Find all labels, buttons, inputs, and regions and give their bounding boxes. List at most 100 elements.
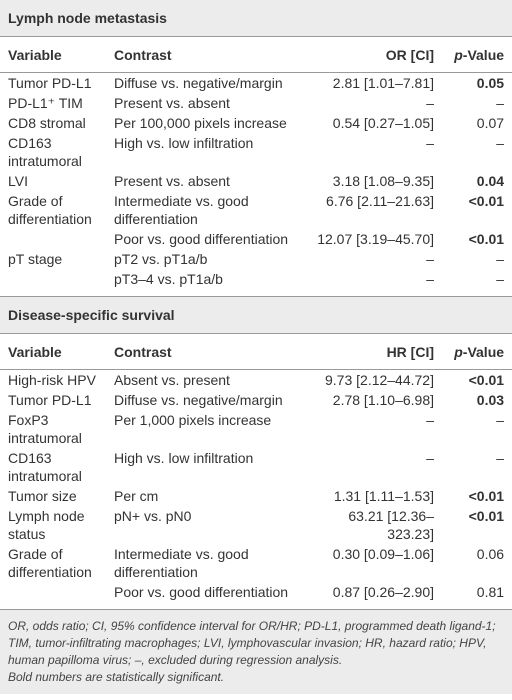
- section-title-row: Lymph node metastasis: [0, 0, 512, 37]
- column-header: p-Value: [440, 333, 512, 370]
- table-cell: 0.54 [0.27–1.05]: [332, 115, 434, 131]
- table-cell: FoxP3 intratumoral: [8, 412, 82, 446]
- column-header-text: Contrast: [114, 344, 172, 360]
- column-header-text: Variable: [8, 344, 62, 360]
- table-cell: 0.30 [0.09–1.06]: [332, 546, 434, 562]
- table-cell: 6.76 [2.11–21.63]: [326, 193, 434, 209]
- table-cell: Per 100,000 pixels increase: [114, 115, 287, 131]
- table-cell: Intermediate vs. good differentiation: [114, 193, 249, 227]
- table-cell: –: [426, 450, 434, 466]
- table-cell: <0.01: [468, 488, 505, 504]
- table-cell: LVI: [8, 173, 28, 189]
- table-cell: High vs. low infiltration: [114, 135, 254, 151]
- table-cell: –: [496, 251, 505, 267]
- section-title: Lymph node metastasis: [0, 0, 512, 37]
- table-cell: Diffuse vs. negative/margin: [114, 75, 283, 91]
- table-cell: –: [426, 95, 434, 111]
- table-cell: Diffuse vs. negative/margin: [114, 392, 283, 408]
- footnote-line: OR, odds ratio; CI, 95% confidence inter…: [8, 619, 496, 667]
- column-header-text: p-Value: [454, 47, 505, 63]
- column-header-text: p-Value: [454, 344, 505, 360]
- table-cell: CD163 intratumoral: [8, 135, 82, 169]
- table-row: Tumor PD-L1 Diffuse vs. negative/margin 2.…: [0, 390, 512, 410]
- table-row: CD8 stromal Per 100,000 pixels increase 0.…: [0, 113, 512, 133]
- table-cell: <0.01: [468, 372, 505, 388]
- column-header-text: HR [CI]: [386, 344, 434, 360]
- table-row: Poor vs. good differentiation 12.07 [3.19…: [0, 229, 512, 249]
- results-table: Lymph node metastasis Variable Contrast OR …: [0, 0, 512, 610]
- table-row: Grade of differentiation Intermediate vs.…: [0, 544, 512, 582]
- table-cell: 3.18 [1.08–9.35]: [332, 173, 434, 189]
- column-header: Contrast: [108, 36, 304, 73]
- table-cell: 2.78 [1.10–6.98]: [332, 392, 434, 408]
- table-row: High-risk HPV Absent vs. present 9.73 [2.1…: [0, 370, 512, 391]
- table-cell: –: [426, 135, 434, 151]
- table-cell: Present vs. absent: [114, 95, 230, 111]
- column-header-text: Variable: [8, 47, 62, 63]
- table-cell: High-risk HPV: [8, 372, 96, 388]
- table-cell: –: [496, 450, 505, 466]
- table-cell: 0.03: [476, 392, 505, 408]
- table-cell: 0.81: [440, 582, 512, 610]
- column-header: HR [CI]: [304, 333, 440, 370]
- table-cell: Grade of differentiation: [8, 193, 92, 227]
- table-cell: Tumor PD-L1: [8, 75, 92, 91]
- table-cell: 0.06: [476, 546, 505, 562]
- section-title: Disease-specific survival: [0, 296, 512, 334]
- column-header: OR [CI]: [304, 36, 440, 73]
- table-row: PD-L1⁺ TIM Present vs. absent – –: [0, 93, 512, 113]
- table-cell: Tumor size: [8, 488, 77, 504]
- table-cell: pT stage: [8, 251, 63, 267]
- table-cell: Absent vs. present: [114, 372, 230, 388]
- table-cell: –: [496, 135, 505, 151]
- table-cell: Per 1,000 pixels increase: [114, 412, 272, 428]
- table-row: pT stage pT2 vs. pT1a/b – –: [0, 249, 512, 269]
- column-header: Contrast: [108, 333, 304, 370]
- table-cell: 1.31 [1.11–1.53]: [333, 488, 434, 504]
- table-cell: 2.81 [1.01–7.81]: [332, 75, 434, 91]
- table-cell: Per cm: [114, 488, 159, 504]
- table-cell: –: [496, 412, 505, 428]
- table-cell: Tumor PD-L1: [8, 392, 92, 408]
- table-cell: PD-L1⁺ TIM: [8, 95, 83, 111]
- table-cell: <0.01: [468, 231, 505, 247]
- table-cell: –: [304, 269, 440, 297]
- column-header: Variable: [0, 333, 108, 370]
- table-cell: Poor vs. good differentiation: [114, 231, 289, 247]
- table-cell: [0, 229, 108, 249]
- table-cell: 63.21 [12.36–323.23]: [348, 508, 434, 542]
- table-cell: Lymph node status: [8, 508, 85, 542]
- table-cell: 0.07: [476, 115, 505, 131]
- table-row: LVI Present vs. absent 3.18 [1.08–9.35] 0.0…: [0, 171, 512, 191]
- table-cell: –: [496, 95, 505, 111]
- column-header-text: Contrast: [114, 47, 172, 63]
- footnote-line: Bold numbers are statistically significa…: [8, 670, 225, 684]
- table-cell: –: [426, 412, 434, 428]
- column-header-text: OR [CI]: [385, 47, 434, 63]
- table-cell: 0.04: [476, 173, 505, 189]
- table-row: Lymph node status pN+ vs. pN0 63.21 [12.36…: [0, 506, 512, 544]
- column-header: Variable: [0, 36, 108, 73]
- table-cell: <0.01: [468, 508, 505, 524]
- table-row: CD163 intratumoral High vs. low infiltrat…: [0, 133, 512, 171]
- table-cell: 0.05: [476, 75, 505, 91]
- table-cell: –: [440, 269, 512, 297]
- table-cell: pN+ vs. pN0: [114, 508, 192, 524]
- table-cell: Grade of differentiation: [8, 546, 92, 580]
- table-row: Poor vs. good differentiation 0.87 [0.26–…: [0, 582, 512, 610]
- table-cell: 0.87 [0.26–2.90]: [304, 582, 440, 610]
- table-cell: CD163 intratumoral: [8, 450, 82, 484]
- table-row: FoxP3 intratumoral Per 1,000 pixels incre…: [0, 410, 512, 448]
- table-cell: 9.73 [2.12–44.72]: [325, 372, 434, 388]
- footnote: OR, odds ratio; CI, 95% confidence inter…: [0, 610, 512, 694]
- table-cell: Intermediate vs. good differentiation: [114, 546, 249, 580]
- table-row: pT3–4 vs. pT1a/b – –: [0, 269, 512, 297]
- table-cell: <0.01: [468, 193, 505, 209]
- table-row: Tumor PD-L1 Diffuse vs. negative/margin 2.…: [0, 73, 512, 94]
- table-cell: pT2 vs. pT1a/b: [114, 251, 208, 267]
- table-cell: CD8 stromal: [8, 115, 86, 131]
- table-row: Grade of differentiation Intermediate vs.…: [0, 191, 512, 229]
- table-cell: [0, 582, 108, 610]
- table-row: CD163 intratumoral High vs. low infiltrat…: [0, 448, 512, 486]
